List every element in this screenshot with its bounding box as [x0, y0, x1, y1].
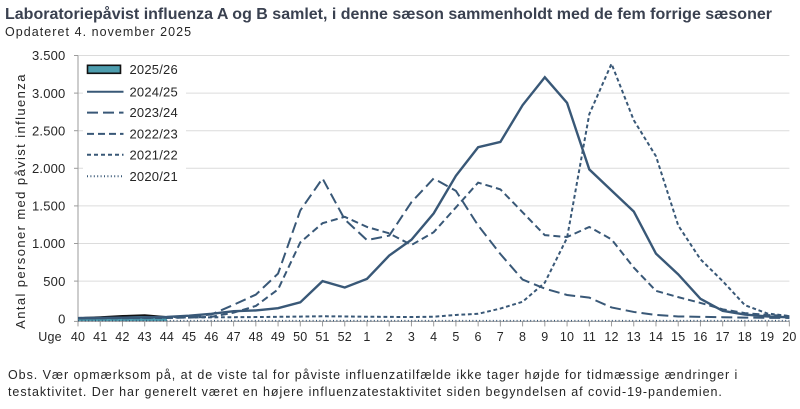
svg-text:15: 15 [671, 330, 685, 344]
svg-text:52: 52 [338, 330, 352, 344]
svg-text:500: 500 [43, 274, 65, 289]
svg-text:19: 19 [760, 330, 774, 344]
svg-text:3.500: 3.500 [32, 48, 66, 63]
svg-text:41: 41 [93, 330, 107, 344]
svg-text:2021/22: 2021/22 [130, 147, 178, 162]
svg-text:0: 0 [58, 311, 65, 326]
svg-text:17: 17 [716, 330, 730, 344]
svg-text:6: 6 [475, 330, 482, 344]
svg-text:12: 12 [604, 330, 618, 344]
svg-text:5: 5 [452, 330, 459, 344]
svg-text:3.000: 3.000 [32, 86, 66, 101]
svg-text:4: 4 [430, 330, 437, 344]
svg-text:16: 16 [693, 330, 707, 344]
svg-text:2.500: 2.500 [32, 123, 66, 138]
svg-text:2.000: 2.000 [32, 161, 66, 176]
svg-text:48: 48 [249, 330, 263, 344]
svg-text:18: 18 [738, 330, 752, 344]
svg-text:51: 51 [315, 330, 329, 344]
svg-text:2022/23: 2022/23 [130, 127, 178, 142]
svg-text:47: 47 [226, 330, 240, 344]
svg-text:9: 9 [541, 330, 548, 344]
svg-text:44: 44 [160, 330, 174, 344]
svg-text:43: 43 [138, 330, 152, 344]
svg-text:49: 49 [271, 330, 285, 344]
svg-text:40: 40 [71, 330, 85, 344]
svg-text:2: 2 [386, 330, 393, 344]
svg-text:3: 3 [408, 330, 415, 344]
svg-text:11: 11 [583, 330, 596, 344]
svg-text:2023/24: 2023/24 [130, 105, 178, 120]
svg-text:45: 45 [182, 330, 196, 344]
svg-text:13: 13 [627, 330, 641, 344]
svg-text:46: 46 [204, 330, 218, 344]
svg-text:Uge: Uge [38, 330, 62, 344]
svg-text:2020/21: 2020/21 [130, 169, 178, 184]
svg-text:Antal personer med påvist infl: Antal personer med påvist influenza [13, 73, 28, 329]
svg-text:2025/26: 2025/26 [130, 62, 178, 77]
svg-text:10: 10 [560, 330, 574, 344]
svg-text:1.000: 1.000 [32, 236, 66, 251]
svg-text:2024/25: 2024/25 [130, 84, 178, 99]
svg-text:7: 7 [497, 330, 504, 344]
svg-text:20: 20 [782, 330, 796, 344]
svg-text:50: 50 [293, 330, 307, 344]
svg-text:1.500: 1.500 [32, 199, 66, 214]
svg-text:8: 8 [519, 330, 526, 344]
svg-text:42: 42 [115, 330, 129, 344]
svg-text:14: 14 [649, 330, 663, 344]
svg-text:1: 1 [363, 330, 370, 344]
